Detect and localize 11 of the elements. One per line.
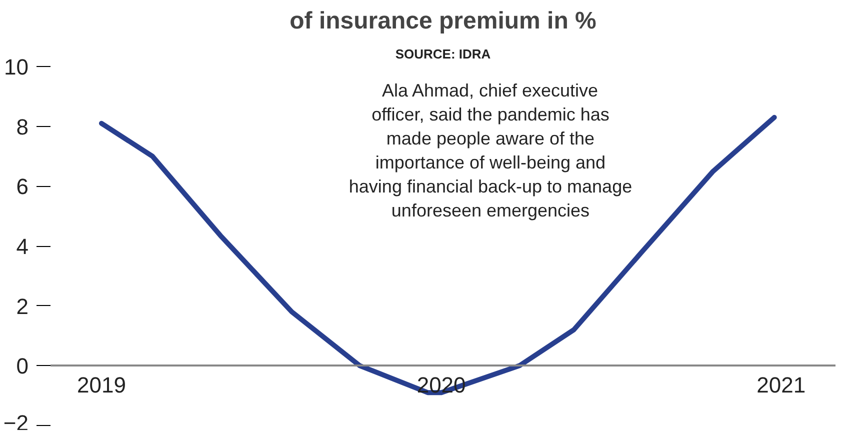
y-tick-label: 8: [16, 114, 29, 140]
y-tick-label: 0: [16, 354, 29, 379]
y-tick-label: 10: [4, 54, 29, 80]
y-tick-label: 4: [16, 234, 29, 259]
y-tick-label: 2: [16, 294, 29, 319]
y-tick-label: 6: [16, 174, 29, 200]
x-tick-label: 2019: [77, 372, 126, 398]
chart-title: of insurance premium in %: [290, 8, 596, 34]
annotation: Ala Ahmad, chief executive officer, said the pandemic has made people aware of the importance of well-being and having financial back-up to manage unforeseen emergencies: [348, 80, 632, 220]
x-tick-label: 2021: [756, 372, 806, 398]
source-note: SOURCE: IDRA: [395, 46, 492, 62]
